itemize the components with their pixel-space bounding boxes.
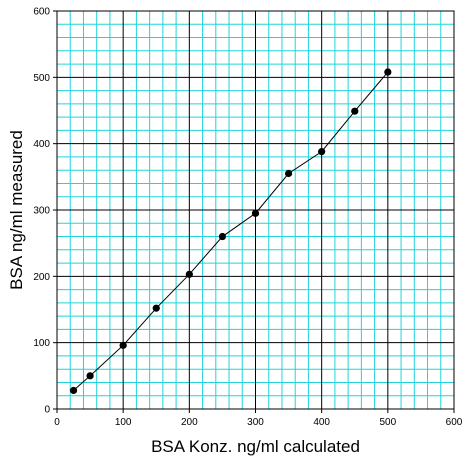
x-tick-label: 300 [247, 417, 264, 428]
x-tick-labels: 0 100 200 300 400 500 600 [54, 417, 463, 428]
data-point [351, 107, 359, 115]
x-tick-label: 200 [181, 417, 198, 428]
y-tick-label: 400 [33, 139, 50, 150]
x-tick-label: 400 [313, 417, 330, 428]
y-tick-label: 500 [33, 73, 50, 84]
ticks [53, 10, 455, 413]
data-point [318, 148, 326, 156]
y-tick-label: 100 [33, 338, 50, 349]
y-tick-label: 200 [33, 272, 50, 283]
data-point [384, 68, 392, 76]
x-axis-title: BSA Konz. ng/ml calculated [151, 437, 360, 456]
data-point [152, 304, 160, 312]
x-tick-label: 600 [446, 417, 463, 428]
x-tick-label: 100 [115, 417, 132, 428]
data-point [251, 209, 260, 217]
y-tick-label: 300 [33, 206, 50, 217]
data-point [185, 270, 193, 278]
y-tick-label: 0 [44, 405, 50, 416]
y-axis-title: BSA ng/ml measured [7, 130, 26, 290]
data-point [86, 372, 94, 380]
data-point [218, 232, 227, 241]
series-layer [69, 68, 392, 395]
data-point [119, 341, 127, 349]
y-tick-labels: 0 100 200 300 400 500 600 [33, 7, 50, 416]
data-point [69, 386, 78, 395]
x-tick-label: 0 [54, 417, 60, 428]
data-point [284, 169, 293, 178]
y-tick-label: 600 [33, 7, 50, 18]
x-tick-label: 500 [379, 417, 396, 428]
